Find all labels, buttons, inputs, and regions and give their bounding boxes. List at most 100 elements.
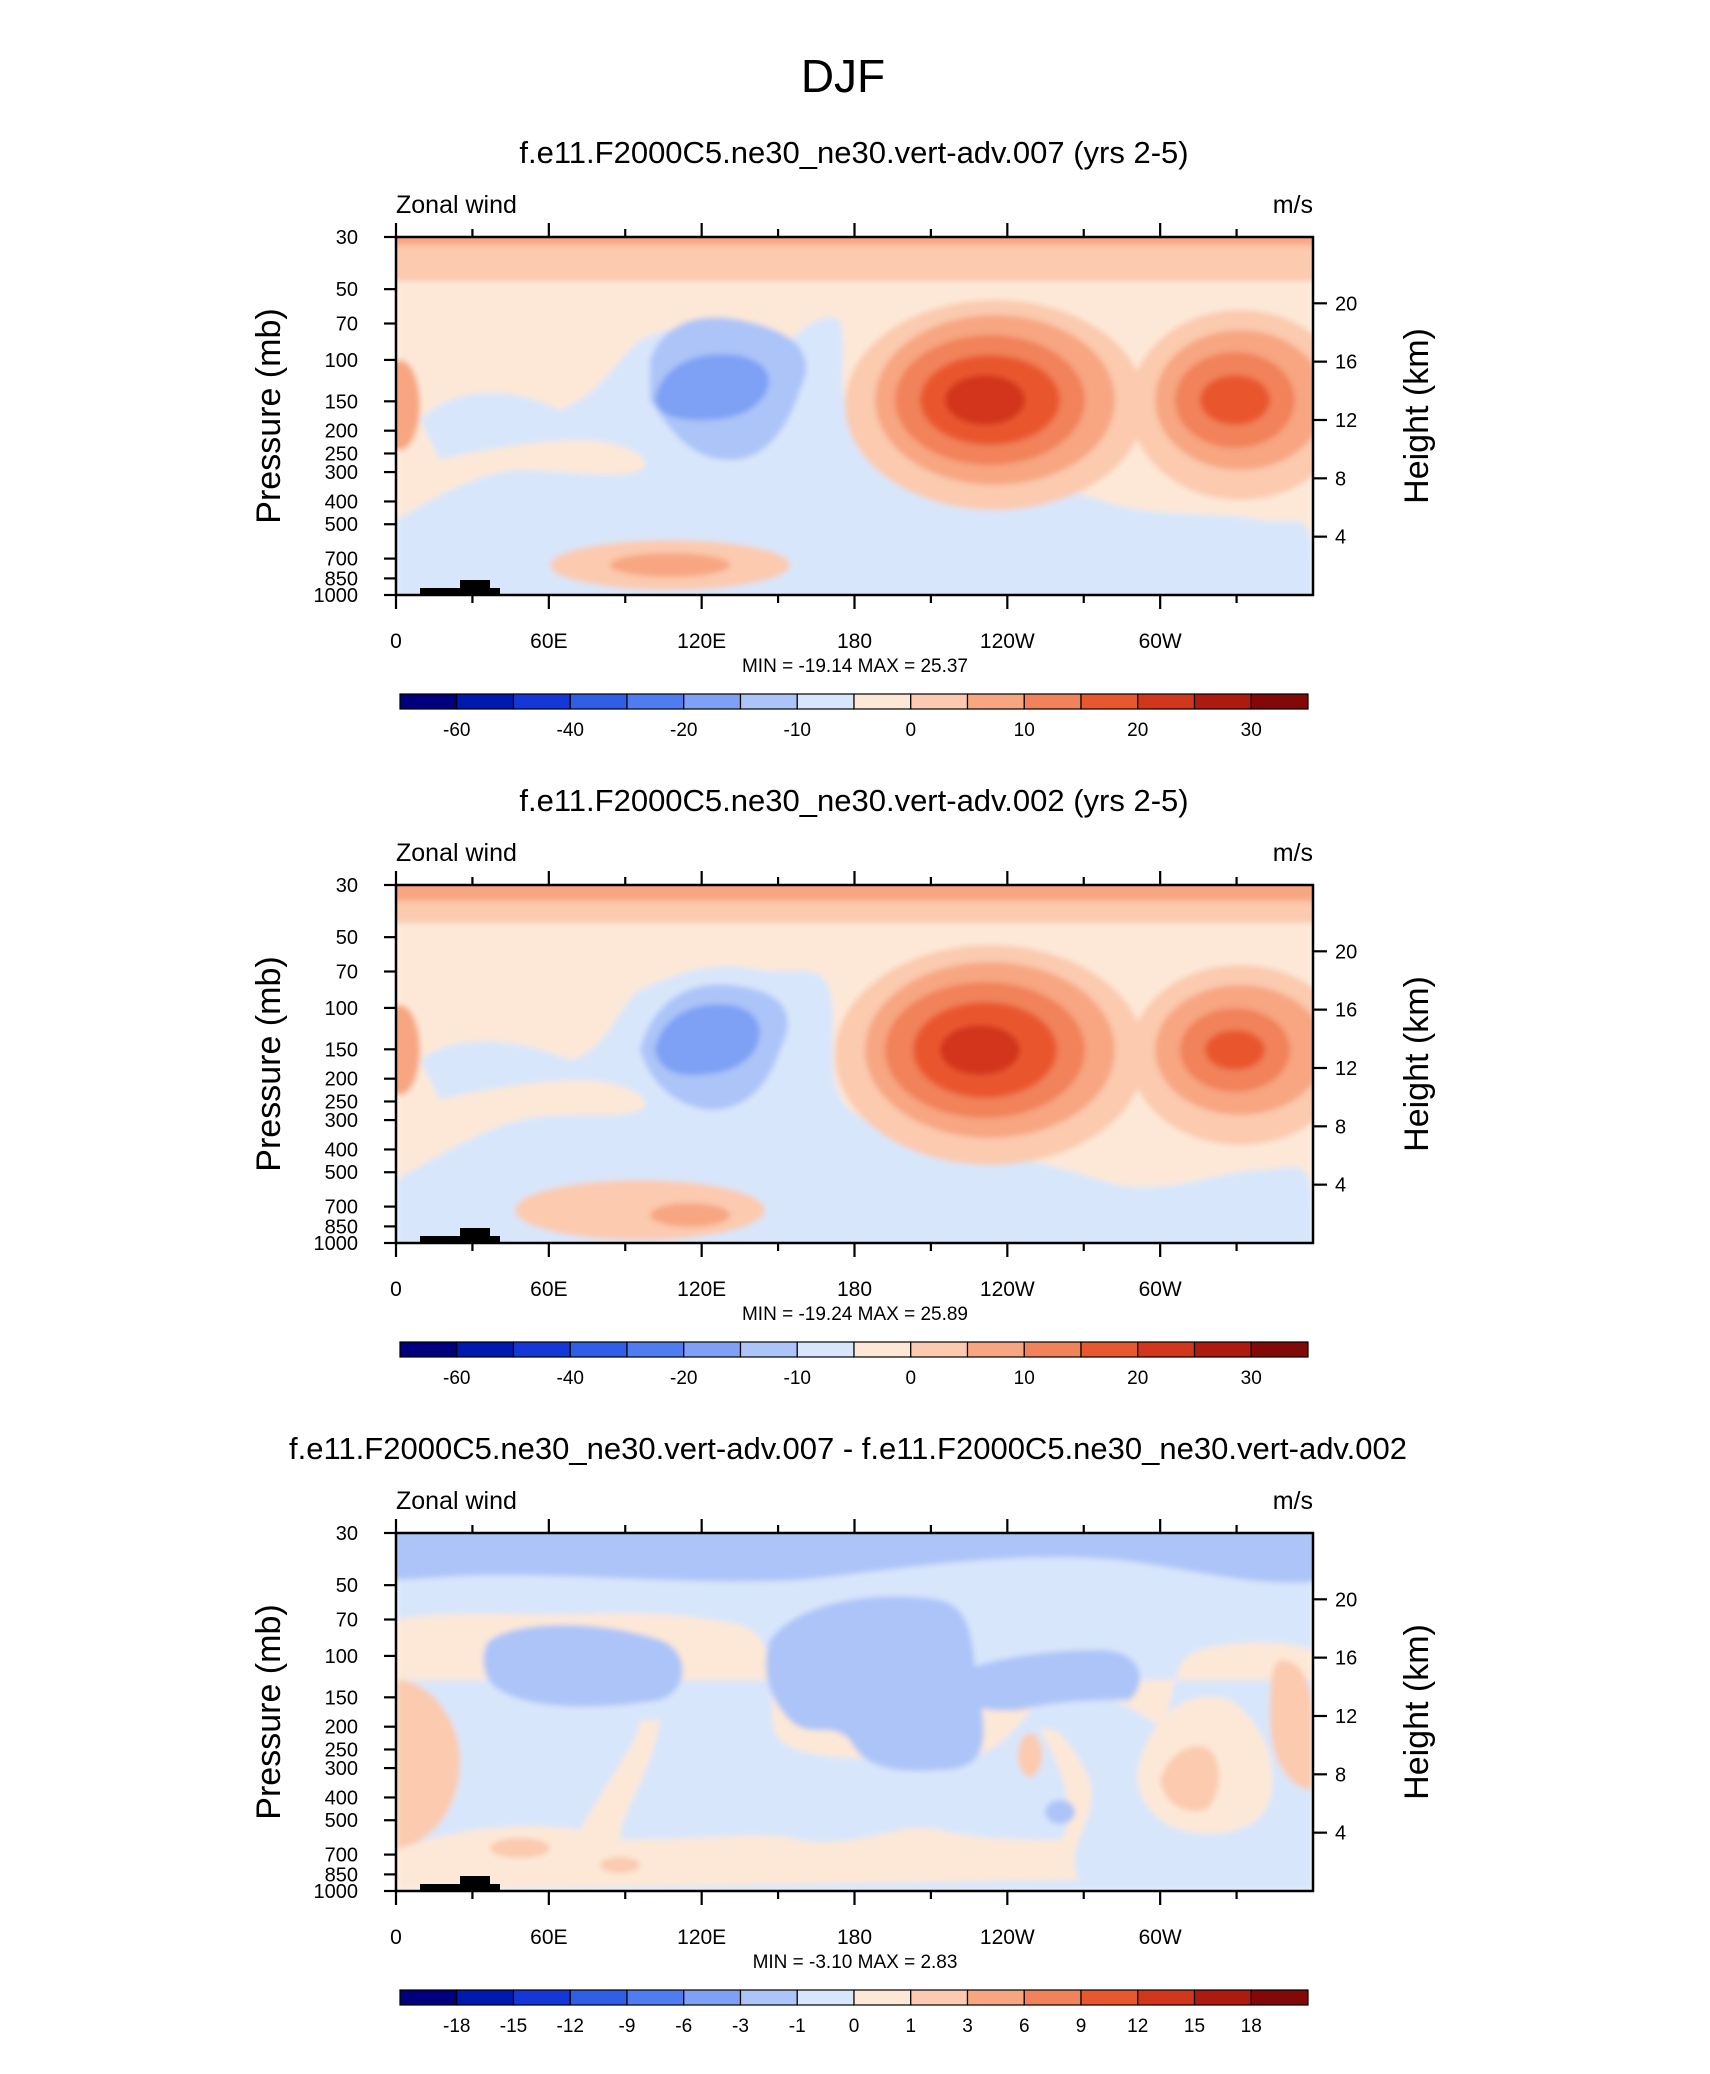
colorbar-swatch	[739, 693, 798, 710]
left-axis: Pressure (mb) Height (km)	[250, 1604, 1436, 1819]
y2-axis-label: Height (km)	[1398, 1624, 1436, 1800]
pos-right-edge	[1270, 1660, 1313, 1790]
colorbar-1: -60 -40 -20 -10 0 10 20 30	[399, 693, 1309, 741]
y2-axis-label: Height (km)	[1398, 976, 1436, 1152]
colorbar-swatch	[569, 693, 628, 710]
stats-label: MIN = -19.14 MAX = 25.37	[742, 656, 968, 677]
pos-small	[600, 1857, 640, 1873]
x-tick-label: 60E	[530, 630, 567, 653]
colorbar-label: -20	[670, 720, 697, 741]
colorbar-label: 20	[1127, 1368, 1148, 1389]
y-axis-label: Pressure (mb)	[250, 1604, 288, 1819]
colorbar-swatch	[1193, 693, 1252, 710]
x-tick-label: 180	[837, 1278, 872, 1301]
top-neg-band	[396, 1533, 1313, 1583]
neg-core	[655, 1004, 760, 1075]
neg-center-ext	[940, 1650, 1140, 1711]
y-tick-label: 500	[325, 514, 358, 536]
panel-3: f.e11.F2000C5.ne30_ne30.vert-adv.007 - f…	[250, 1431, 1436, 1973]
colorbar-label: 12	[1127, 2016, 1148, 2037]
pos-small	[1018, 1733, 1042, 1777]
colorbar-swatch	[796, 1341, 855, 1358]
ne-jet-5	[945, 375, 1025, 425]
colorbars-layer: -60 -40 -20 -10 0 10 20 30-60 -40 -20 -10 0 10 20 30-1…	[399, 693, 1309, 2037]
colorbar-swatch	[569, 1341, 628, 1358]
y-tick-label: 300	[325, 462, 358, 484]
colorbar-label: -60	[443, 720, 470, 741]
colorbar-label: -40	[557, 1368, 584, 1389]
colorbar-swatch	[1193, 1341, 1252, 1358]
x-tick-label: 0	[390, 1278, 402, 1301]
colorbar-label: -10	[784, 1368, 811, 1389]
y-tick-label: 100	[325, 998, 358, 1020]
y2-tick-label: 12	[1335, 1706, 1357, 1728]
x-tick-label: 60E	[530, 1278, 567, 1301]
colorbar-swatch	[1250, 1989, 1309, 2006]
colorbar-label: 9	[1076, 2016, 1087, 2037]
colorbar-swatch	[1080, 693, 1139, 710]
colorbar-swatch	[683, 1989, 742, 2006]
figure-title: DJF	[801, 50, 885, 102]
strat-band-top	[396, 885, 1313, 901]
units-label: m/s	[1273, 191, 1313, 219]
y-tick-label: 400	[325, 491, 358, 513]
colorbar-label: 0	[905, 720, 916, 741]
units-label: m/s	[1273, 839, 1313, 867]
x-tick-label: 120W	[980, 1926, 1035, 1949]
neg-region	[396, 966, 1313, 1243]
y-tick-label: 1000	[314, 1881, 359, 1903]
y2-tick-label: 16	[1335, 1648, 1357, 1670]
colorbar-swatch	[626, 693, 685, 710]
colorbar-label: -60	[443, 1368, 470, 1389]
colorbar-swatch	[966, 1341, 1025, 1358]
colorbar-swatch	[1023, 1989, 1082, 2006]
colorbar-swatch	[569, 1989, 628, 2006]
colorbar-swatch	[1137, 1989, 1196, 2006]
edge-jet	[396, 1005, 420, 1095]
stats-label: MIN = -19.24 MAX = 25.89	[742, 1304, 968, 1325]
y-tick-label: 70	[336, 314, 358, 336]
colorbar-swatch	[1080, 1341, 1139, 1358]
x-tick-label: 120W	[980, 1278, 1035, 1301]
colorbar-label: 10	[1014, 1368, 1035, 1389]
colorbar-label: 10	[1014, 720, 1035, 741]
colorbar-label: 15	[1184, 2016, 1205, 2037]
variable-label: Zonal wind	[396, 1487, 517, 1515]
y-tick-label: 200	[325, 1717, 358, 1739]
x-tick-label: 60E	[530, 1926, 567, 1949]
y2-tick-label: 8	[1335, 1116, 1346, 1138]
y-tick-label: 150	[325, 1687, 358, 1709]
colorbar-swatch	[853, 1989, 912, 2006]
x-tick-label: 60W	[1139, 630, 1182, 653]
colorbar-label: 30	[1241, 720, 1262, 741]
neg-small	[1045, 1800, 1075, 1824]
y-tick-label: 700	[325, 1197, 358, 1219]
x-tick-label: 60W	[1139, 1926, 1182, 1949]
y-tick-label: 200	[325, 421, 358, 443]
y2-tick-label: 20	[1335, 1589, 1357, 1611]
colorbar-label: -9	[619, 2016, 636, 2037]
colorbar-label: 1	[905, 2016, 916, 2037]
colorbar-swatch	[456, 693, 515, 710]
left-axis: Pressure (mb) Height (km)	[250, 308, 1436, 523]
colorbar-label: -18	[443, 2016, 470, 2037]
neg-center	[766, 1596, 984, 1771]
neg-core	[655, 354, 769, 420]
y2-tick-label: 4	[1335, 1175, 1346, 1197]
variable-label: Zonal wind	[396, 839, 517, 867]
y2-tick-label: 8	[1335, 468, 1346, 490]
y-tick-label: 1000	[314, 1233, 359, 1255]
y-axis-label: Pressure (mb)	[250, 956, 288, 1171]
left-axis: Pressure (mb) Height (km)	[250, 956, 1436, 1171]
colorbar-swatch	[456, 1989, 515, 2006]
colorbar-swatch	[910, 1989, 969, 2006]
y-tick-label: 500	[325, 1810, 358, 1832]
pos-right-core	[1160, 1746, 1220, 1812]
colorbar-label: 18	[1241, 2016, 1262, 2037]
panel-title: f.e11.F2000C5.ne30_ne30.vert-adv.007 (yr…	[519, 135, 1188, 170]
panel-title: f.e11.F2000C5.ne30_ne30.vert-adv.007 - f…	[289, 1431, 1407, 1466]
colorbar-swatch	[626, 1989, 685, 2006]
